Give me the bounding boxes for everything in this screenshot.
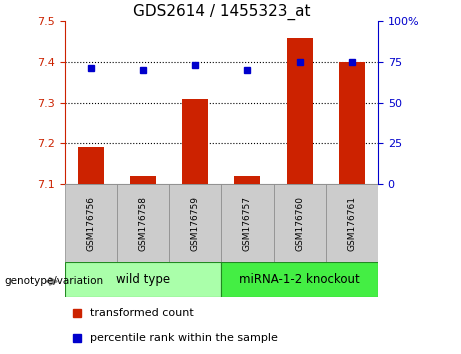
Bar [77,147,104,184]
Text: wild type: wild type [116,273,170,286]
Bar [169,184,221,262]
Text: transformed count: transformed count [89,308,193,318]
Text: GSM176757: GSM176757 [243,195,252,251]
Bar [273,184,326,262]
Text: genotype/variation: genotype/variation [5,276,104,286]
Bar [287,38,313,184]
Bar [339,62,365,184]
Text: percentile rank within the sample: percentile rank within the sample [89,333,278,343]
Bar [234,176,260,184]
Text: GSM176758: GSM176758 [138,195,148,251]
Bar [65,184,117,262]
Text: GSM176761: GSM176761 [348,195,356,251]
Text: GSM176760: GSM176760 [295,195,304,251]
Title: GDS2614 / 1455323_at: GDS2614 / 1455323_at [132,4,310,20]
Text: GSM176759: GSM176759 [191,195,200,251]
Bar [221,184,273,262]
Bar [221,262,378,297]
Bar [130,176,156,184]
Bar [117,184,169,262]
Bar [65,262,221,297]
Text: GSM176756: GSM176756 [86,195,95,251]
Text: miRNA-1-2 knockout: miRNA-1-2 knockout [239,273,360,286]
Bar [326,184,378,262]
Bar [182,99,208,184]
